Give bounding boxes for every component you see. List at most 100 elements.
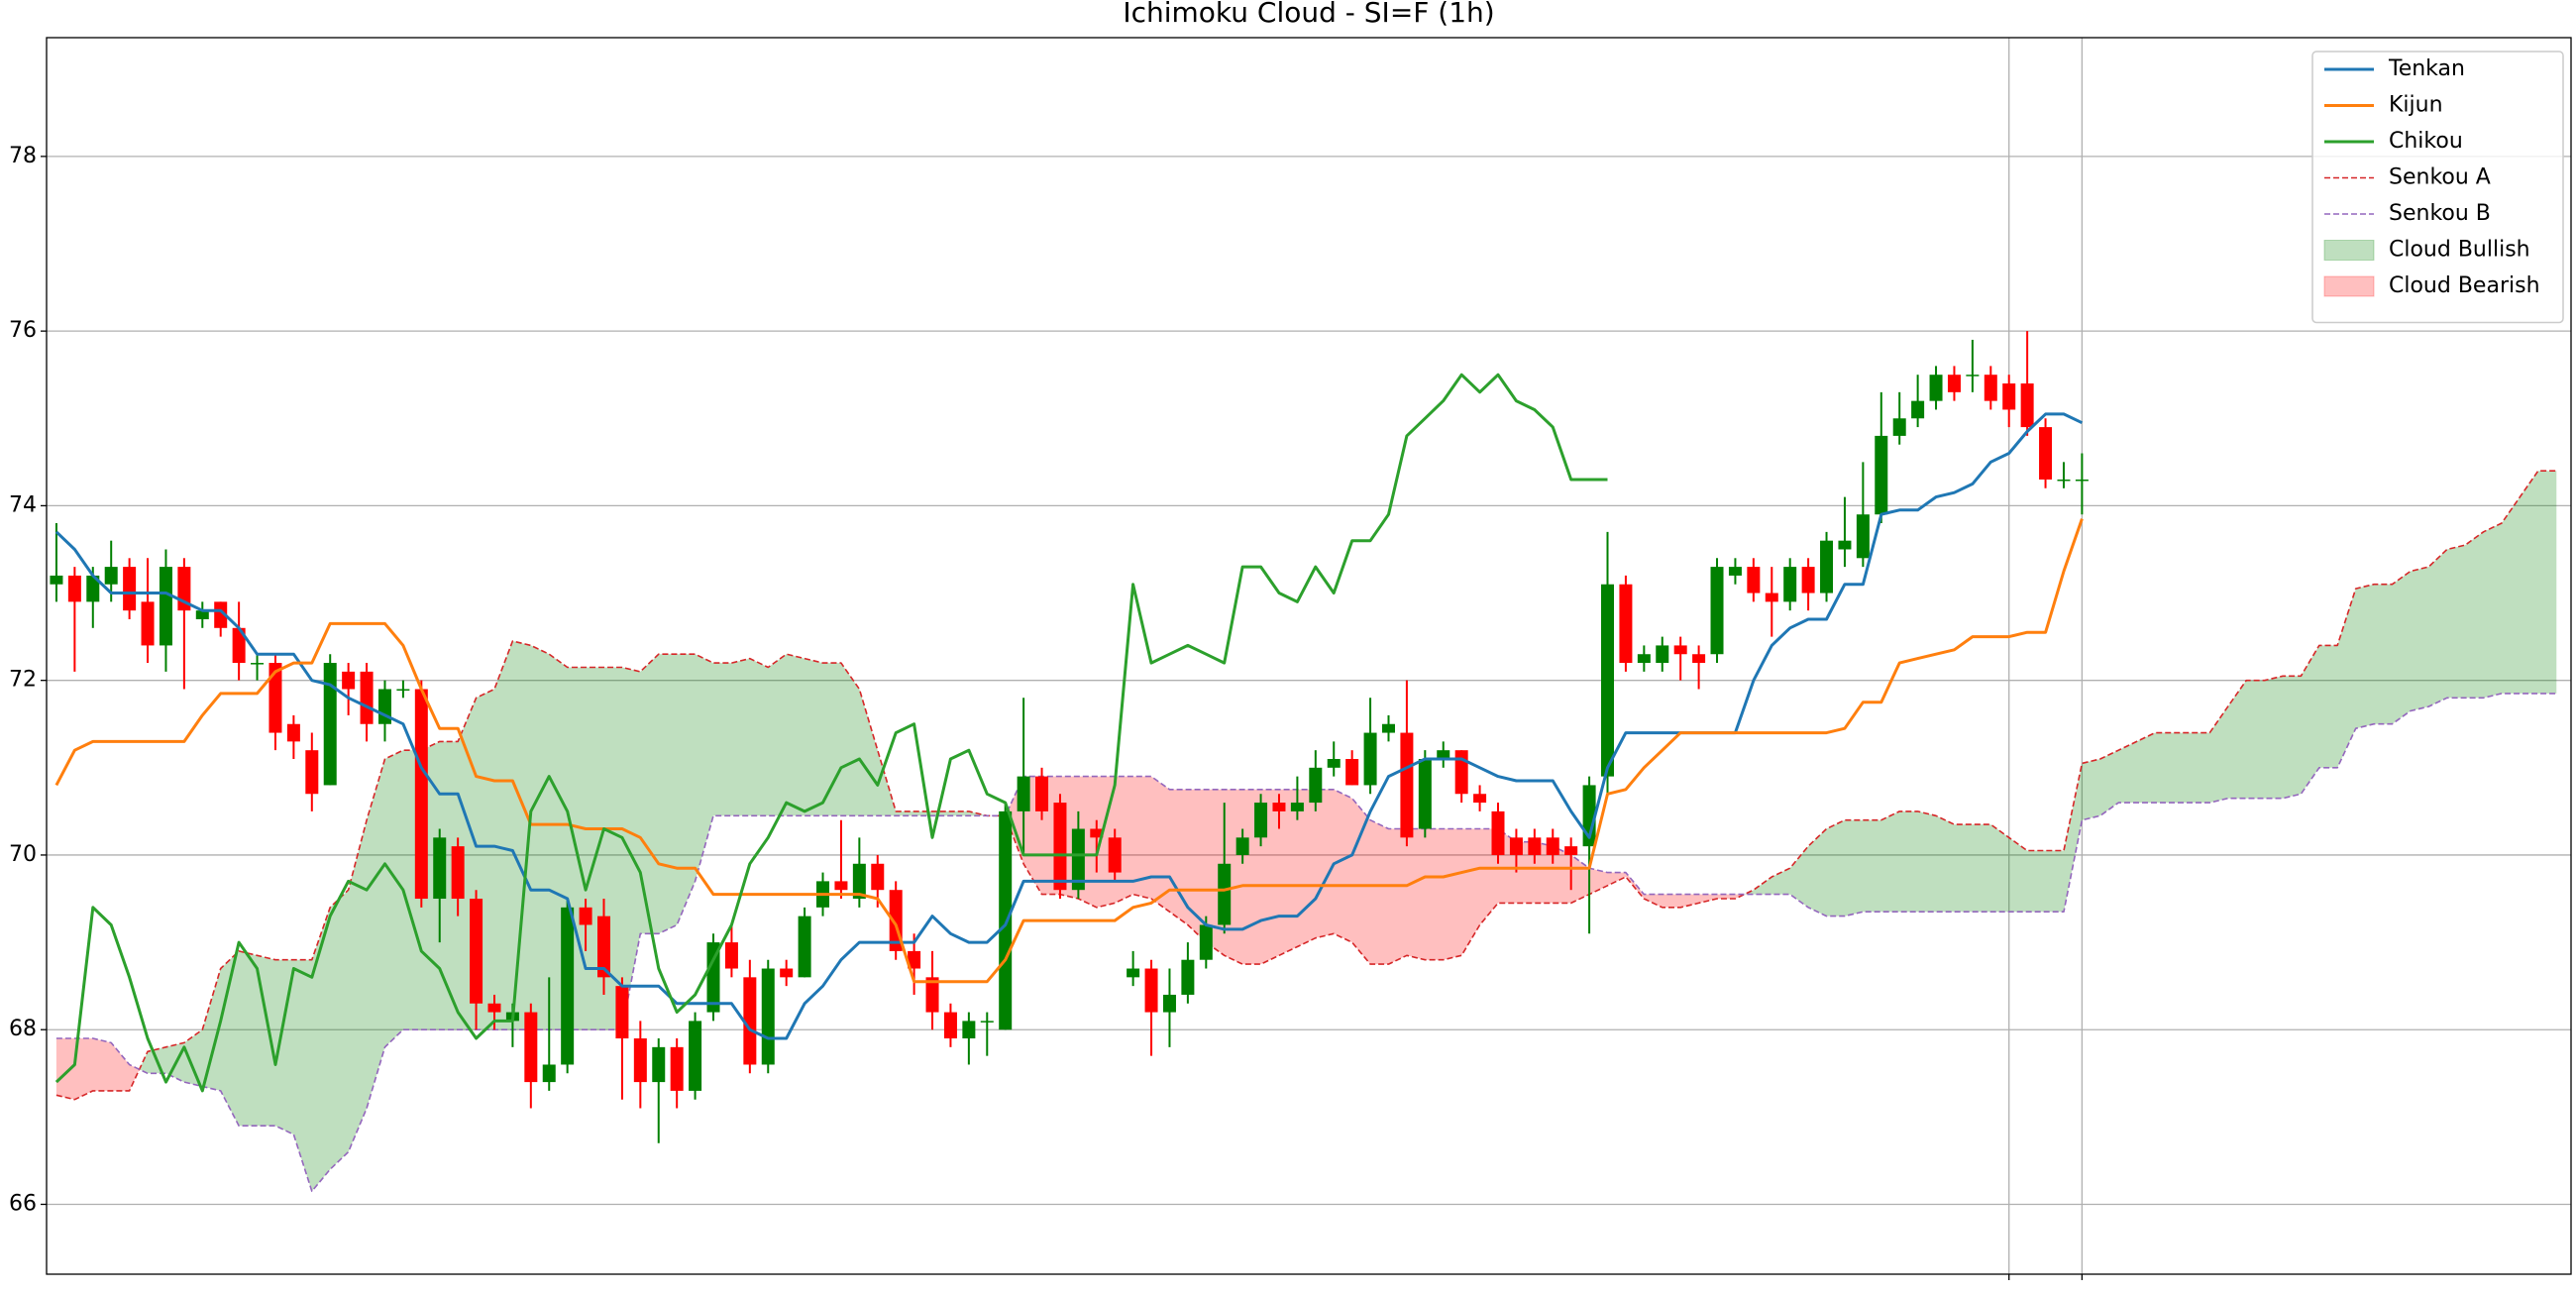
- candle-body: [67, 575, 81, 602]
- candle-body: [1911, 400, 1925, 419]
- candle-body: [579, 907, 592, 925]
- y-tick-label: 70: [9, 842, 37, 867]
- candle-body: [761, 968, 775, 1065]
- legend-label: Cloud Bearish: [2389, 273, 2540, 298]
- y-tick-label: 68: [9, 1017, 37, 1041]
- candle-body: [1400, 732, 1414, 838]
- candle-body: [1966, 375, 1980, 377]
- candle-body: [1473, 794, 1487, 804]
- candle-body: [943, 1012, 957, 1039]
- candle-body: [1053, 803, 1067, 891]
- candle-body: [1254, 803, 1268, 838]
- candle-body: [652, 1046, 666, 1083]
- candle-body: [487, 1003, 501, 1013]
- candle-body: [615, 986, 629, 1039]
- candle-body: [962, 1021, 976, 1039]
- candle-body: [1144, 968, 1158, 1013]
- candle-body: [141, 601, 155, 646]
- candle-body: [360, 671, 374, 724]
- candle-body: [214, 601, 228, 628]
- candle-body: [251, 663, 265, 665]
- candle-body: [2039, 427, 2053, 480]
- legend-swatch: [2323, 275, 2375, 297]
- candle-body: [1820, 540, 1834, 594]
- line-tenkan: [54, 412, 2084, 1040]
- candle-body: [1327, 759, 1341, 768]
- candle-body: [342, 671, 356, 690]
- candle-body: [1418, 759, 1432, 829]
- candle-body: [232, 627, 246, 664]
- chart-title: Ichimoku Cloud - SI=F (1h): [1123, 0, 1494, 29]
- y-tick-label: 66: [9, 1191, 37, 1216]
- candle-body: [50, 575, 63, 585]
- legend-label: Senkou A: [2389, 165, 2491, 190]
- candle-body: [1272, 803, 1286, 811]
- candle-body: [1619, 584, 1633, 664]
- line-senkou-a: [55, 470, 2557, 1101]
- candle-body: [470, 899, 483, 1004]
- candle-body: [1856, 514, 1870, 559]
- candle-body: [1017, 776, 1030, 811]
- line-chikou: [54, 373, 1608, 1093]
- candle-body: [1564, 846, 1578, 855]
- candle-body: [1801, 567, 1815, 594]
- cloud-bearish: [1005, 776, 1745, 965]
- candle-body: [86, 575, 100, 602]
- candle-body: [1875, 435, 1888, 515]
- candle-body: [1528, 837, 1542, 855]
- candle-body: [2075, 479, 2089, 482]
- candle-body: [1363, 732, 1377, 786]
- candle-body: [1783, 567, 1797, 602]
- candle-body: [724, 942, 738, 969]
- candle-body: [123, 567, 137, 611]
- candle-body: [2057, 479, 2071, 482]
- candle-body: [1108, 837, 1122, 873]
- lines-front: [54, 373, 2084, 1093]
- candle-body: [1637, 654, 1651, 664]
- candle-body: [323, 663, 337, 786]
- candle-body: [1728, 567, 1742, 576]
- candle-body: [980, 1021, 994, 1023]
- candle-body: [1546, 837, 1559, 855]
- candle-body: [159, 567, 172, 646]
- candle-body: [925, 977, 939, 1013]
- legend: Tenkan Kijun Chikou Senkou A Senkou B Cloud B…: [2311, 51, 2564, 324]
- candle-body: [670, 1046, 684, 1091]
- candle-body: [2002, 383, 2016, 410]
- y-tick-label: 74: [9, 492, 37, 517]
- candle-body: [852, 863, 866, 900]
- candle-body: [286, 723, 300, 742]
- candle-body: [706, 942, 720, 1013]
- candle-body: [1601, 584, 1615, 777]
- candle-body: [1290, 803, 1304, 811]
- candle-body: [743, 977, 757, 1065]
- candle-body: [524, 1012, 538, 1083]
- y-tick-label: 76: [9, 318, 37, 343]
- candle-body: [1199, 924, 1213, 960]
- candle-body: [1162, 994, 1176, 1013]
- candle-body: [1509, 837, 1523, 855]
- candle-body: [834, 881, 848, 891]
- candle-body: [1218, 863, 1232, 925]
- candle-body: [1929, 375, 1943, 401]
- candle-body: [396, 689, 410, 691]
- candle-body: [780, 968, 794, 978]
- candle-body: [1765, 593, 1778, 602]
- candle-body: [1345, 759, 1359, 786]
- candle-body: [1090, 828, 1104, 838]
- candle-body: [1235, 837, 1249, 855]
- candle-body: [871, 863, 885, 891]
- candle-body: [999, 810, 1013, 1030]
- cloud-bullish: [1744, 471, 2557, 917]
- candle-body: [1127, 968, 1140, 978]
- legend-label: Cloud Bullish: [2389, 238, 2530, 263]
- line-senkou-b: [55, 693, 2557, 1193]
- candle-body: [1656, 645, 1669, 664]
- candle-body: [2020, 383, 2034, 428]
- y-tick-label: 78: [9, 144, 37, 168]
- candle-body: [1309, 767, 1323, 804]
- candle-body: [1947, 375, 1961, 392]
- candle-body: [433, 837, 447, 900]
